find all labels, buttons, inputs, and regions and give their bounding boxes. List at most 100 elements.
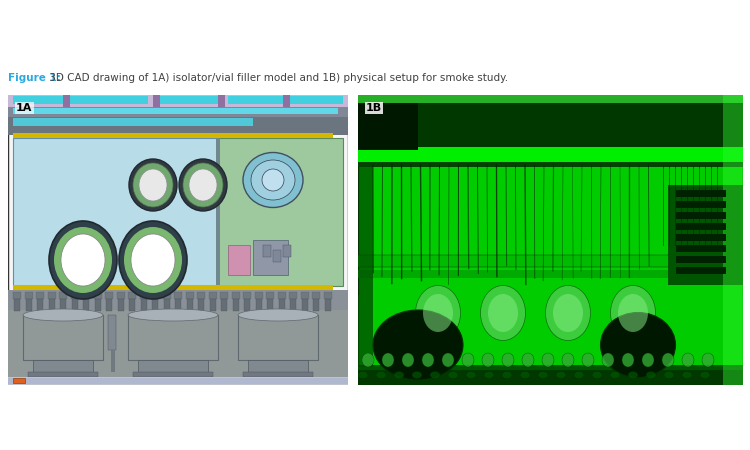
Bar [63, 95, 70, 107]
Bar [358, 162, 743, 167]
Ellipse shape [466, 372, 476, 378]
Bar [676, 212, 726, 219]
Bar [13, 118, 253, 126]
Bar [26, 299, 32, 311]
Ellipse shape [139, 169, 167, 201]
Bar [158, 96, 218, 104]
Bar [36, 292, 44, 299]
Bar [358, 295, 743, 385]
Ellipse shape [642, 353, 654, 367]
Bar [676, 190, 726, 197]
Ellipse shape [382, 353, 394, 367]
Ellipse shape [646, 372, 656, 378]
Bar [358, 365, 743, 370]
Bar [278, 299, 284, 311]
Bar [185, 292, 194, 299]
Bar [94, 292, 101, 299]
Ellipse shape [628, 372, 638, 378]
Bar [163, 292, 170, 299]
Bar [301, 292, 308, 299]
Ellipse shape [538, 372, 548, 378]
Bar [244, 299, 250, 311]
Bar [358, 95, 743, 150]
Bar [33, 360, 93, 372]
Ellipse shape [423, 294, 453, 332]
Ellipse shape [189, 169, 217, 201]
Ellipse shape [402, 353, 414, 367]
Bar [221, 299, 227, 311]
Bar [668, 185, 743, 285]
Ellipse shape [394, 372, 404, 378]
Ellipse shape [682, 353, 694, 367]
Ellipse shape [412, 372, 422, 378]
Ellipse shape [49, 221, 117, 299]
Bar [129, 299, 135, 311]
Bar [71, 299, 77, 311]
Bar [118, 299, 124, 311]
Bar [13, 96, 63, 104]
Ellipse shape [592, 372, 602, 378]
Bar [302, 299, 307, 311]
Ellipse shape [542, 353, 554, 367]
Bar [676, 223, 726, 230]
Bar [153, 95, 160, 107]
Ellipse shape [128, 309, 218, 321]
Bar [283, 95, 290, 107]
Bar [13, 378, 25, 383]
Bar [133, 372, 213, 377]
Ellipse shape [502, 353, 514, 367]
Bar [312, 292, 320, 299]
Ellipse shape [700, 372, 710, 378]
Ellipse shape [484, 372, 494, 378]
Ellipse shape [601, 312, 676, 378]
Bar [197, 292, 205, 299]
Bar [358, 147, 743, 165]
Bar [152, 299, 158, 311]
Ellipse shape [482, 353, 494, 367]
Bar [290, 299, 296, 311]
Bar [254, 292, 262, 299]
Bar [138, 360, 208, 372]
Bar [273, 250, 281, 262]
Bar [209, 292, 217, 299]
Ellipse shape [243, 153, 303, 207]
Ellipse shape [183, 163, 223, 207]
Ellipse shape [262, 169, 284, 191]
Bar [358, 270, 678, 278]
Text: 3D CAD drawing of 1A) isolator/vial filler model and 1B) physical setup for smok: 3D CAD drawing of 1A) isolator/vial fill… [46, 73, 508, 83]
Bar [59, 292, 67, 299]
Bar [325, 299, 331, 311]
Bar [243, 292, 251, 299]
Ellipse shape [362, 353, 374, 367]
Bar [49, 299, 55, 311]
Bar [128, 292, 136, 299]
Ellipse shape [618, 294, 648, 332]
Bar [164, 299, 170, 311]
Bar [13, 133, 333, 138]
Bar [220, 292, 228, 299]
Ellipse shape [373, 310, 463, 380]
Ellipse shape [553, 294, 583, 332]
Bar [289, 292, 297, 299]
Bar [8, 95, 348, 107]
Bar [151, 292, 159, 299]
Ellipse shape [520, 372, 530, 378]
Ellipse shape [610, 285, 656, 341]
Bar [60, 299, 66, 311]
Ellipse shape [702, 353, 714, 367]
Bar [37, 299, 43, 311]
Ellipse shape [251, 160, 295, 200]
Ellipse shape [662, 353, 674, 367]
Ellipse shape [376, 372, 386, 378]
Bar [13, 292, 21, 299]
Bar [218, 95, 225, 107]
Text: 1A: 1A [16, 103, 32, 113]
Text: 1B: 1B [366, 103, 382, 113]
Bar [358, 255, 743, 267]
Bar [288, 96, 343, 104]
Bar [8, 310, 348, 378]
Ellipse shape [522, 353, 534, 367]
Ellipse shape [664, 372, 674, 378]
Bar [23, 315, 103, 360]
Bar [278, 292, 286, 299]
